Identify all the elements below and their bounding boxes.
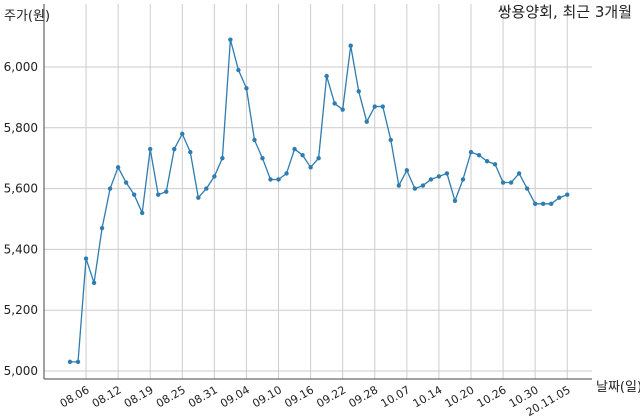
data-point xyxy=(356,89,361,94)
data-point xyxy=(396,183,402,188)
data-point xyxy=(260,156,265,161)
data-point xyxy=(228,37,233,42)
data-point xyxy=(444,171,450,176)
x-tick-label: 08.12 xyxy=(90,383,124,410)
data-point xyxy=(131,192,137,197)
chart-title: 쌍용양회, 최근 3개월 xyxy=(498,3,632,21)
data-point xyxy=(196,195,201,200)
data-point xyxy=(316,156,321,161)
data-point xyxy=(148,146,153,152)
x-tick-label: 10.26 xyxy=(475,383,509,410)
data-point xyxy=(172,146,177,152)
data-point xyxy=(123,180,129,185)
x-tick-label: 08.19 xyxy=(122,383,156,410)
x-tick-label: 08.31 xyxy=(186,383,220,410)
x-tick-label: 10.20 xyxy=(443,383,477,410)
y-tick-label: 5,600 xyxy=(4,182,38,196)
data-point xyxy=(420,183,426,188)
data-point xyxy=(380,104,385,109)
data-point xyxy=(244,86,249,91)
data-point xyxy=(67,359,73,365)
data-point xyxy=(436,174,442,179)
data-point xyxy=(83,256,89,261)
data-point xyxy=(557,195,562,200)
grid-lines xyxy=(44,4,592,379)
data-point xyxy=(268,177,273,182)
data-point xyxy=(236,67,241,73)
data-point xyxy=(180,131,185,137)
x-tick-label: 09.22 xyxy=(314,383,348,410)
data-point xyxy=(99,225,105,231)
x-tick-label: 09.16 xyxy=(282,383,316,410)
data-point xyxy=(164,189,169,194)
data-point xyxy=(348,43,353,48)
data-point xyxy=(452,198,458,203)
data-point xyxy=(549,201,554,206)
data-point xyxy=(324,73,329,79)
data-point xyxy=(468,149,474,155)
data-point xyxy=(412,186,418,191)
x-tick-label: 10.14 xyxy=(411,383,445,410)
data-point xyxy=(484,159,490,164)
x-tick-label: 10.07 xyxy=(379,383,413,410)
data-point xyxy=(188,149,193,155)
data-point xyxy=(476,152,482,158)
data-point xyxy=(115,165,121,170)
data-point xyxy=(139,210,145,216)
y-axis-label: 주가(원) xyxy=(4,9,50,24)
data-point xyxy=(300,152,305,158)
x-tick-label: 08.06 xyxy=(58,383,92,410)
data-point xyxy=(364,119,369,124)
data-point xyxy=(220,156,225,161)
data-point xyxy=(565,192,570,197)
data-point xyxy=(107,186,113,191)
y-tick-label: 6,000 xyxy=(4,60,38,74)
y-tick-label: 5,400 xyxy=(4,242,38,256)
data-point xyxy=(540,201,546,206)
data-point xyxy=(292,146,297,152)
data-point xyxy=(276,177,281,182)
data-point xyxy=(156,192,161,197)
data-point xyxy=(404,168,410,173)
series-layer xyxy=(67,37,570,365)
data-point xyxy=(340,107,345,112)
data-point xyxy=(460,177,466,182)
x-tick-label: 09.04 xyxy=(218,383,252,410)
y-tick-label: 5,000 xyxy=(4,364,38,378)
data-point xyxy=(388,137,393,143)
data-point xyxy=(284,171,289,176)
x-tick-label: 09.28 xyxy=(346,383,380,410)
data-point xyxy=(524,186,530,191)
data-point xyxy=(75,359,81,365)
data-point xyxy=(532,201,538,206)
y-tick-label: 5,800 xyxy=(4,121,38,135)
data-point xyxy=(204,186,209,191)
data-point xyxy=(516,171,522,176)
series-line xyxy=(70,38,568,363)
data-point xyxy=(372,104,377,109)
tick-labels: 5,000 5,200 5,400 5,600 5,800 6,000 08.0608.12… xyxy=(4,60,573,419)
data-point xyxy=(500,180,506,185)
data-point xyxy=(332,101,337,106)
data-point xyxy=(308,165,313,170)
data-point xyxy=(91,280,97,286)
x-axis-label: 날짜(일) xyxy=(596,380,640,395)
axes xyxy=(43,4,592,380)
data-point xyxy=(508,180,514,185)
data-point xyxy=(212,174,217,179)
data-point xyxy=(252,137,257,143)
x-tick-label: 08.25 xyxy=(154,383,188,410)
data-point xyxy=(428,177,434,182)
data-point xyxy=(492,162,498,167)
y-tick-label: 5,200 xyxy=(4,303,38,317)
x-tick-label: 09.10 xyxy=(250,383,284,410)
